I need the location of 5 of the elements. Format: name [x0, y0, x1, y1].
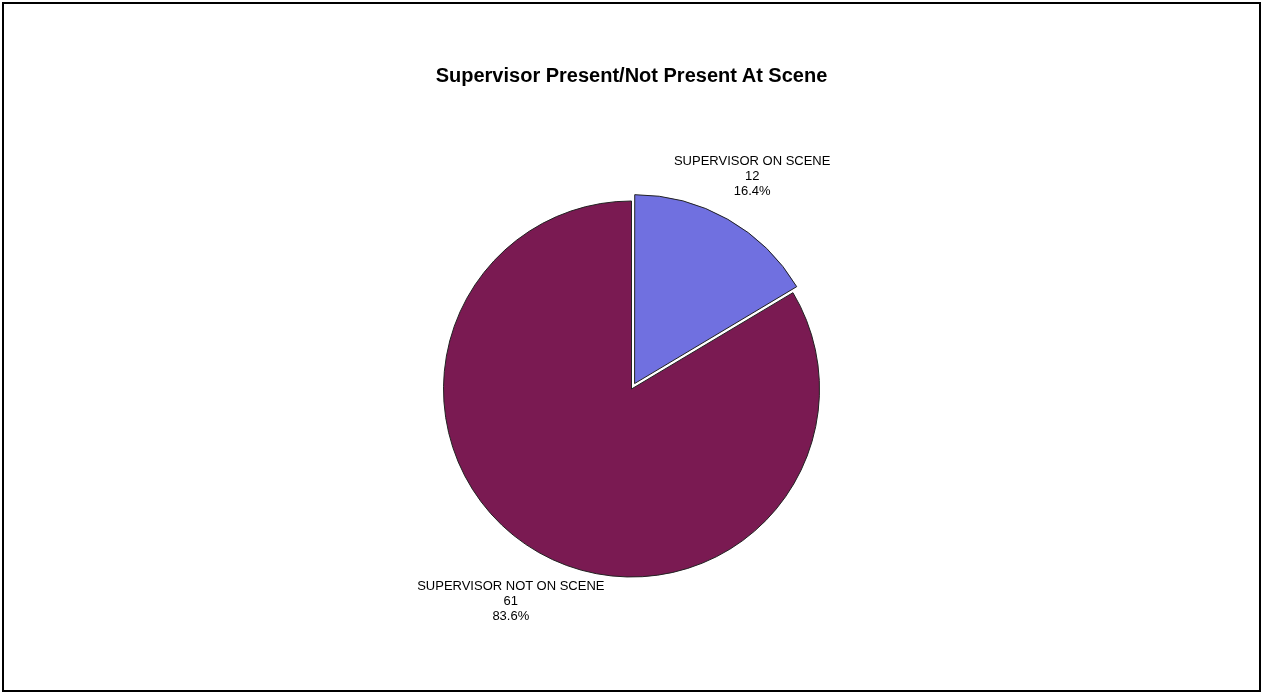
data-label: 61 83.6% — [492, 593, 530, 624]
slice-label: SUPERVISOR ON SCENE — [673, 153, 831, 169]
chart-title: Supervisor Present/Not Present At Scene — [435, 63, 828, 86]
data-label: 12 16.4% — [733, 168, 772, 199]
slice-label: SUPERVISOR NOT ON SCENE — [417, 578, 605, 594]
